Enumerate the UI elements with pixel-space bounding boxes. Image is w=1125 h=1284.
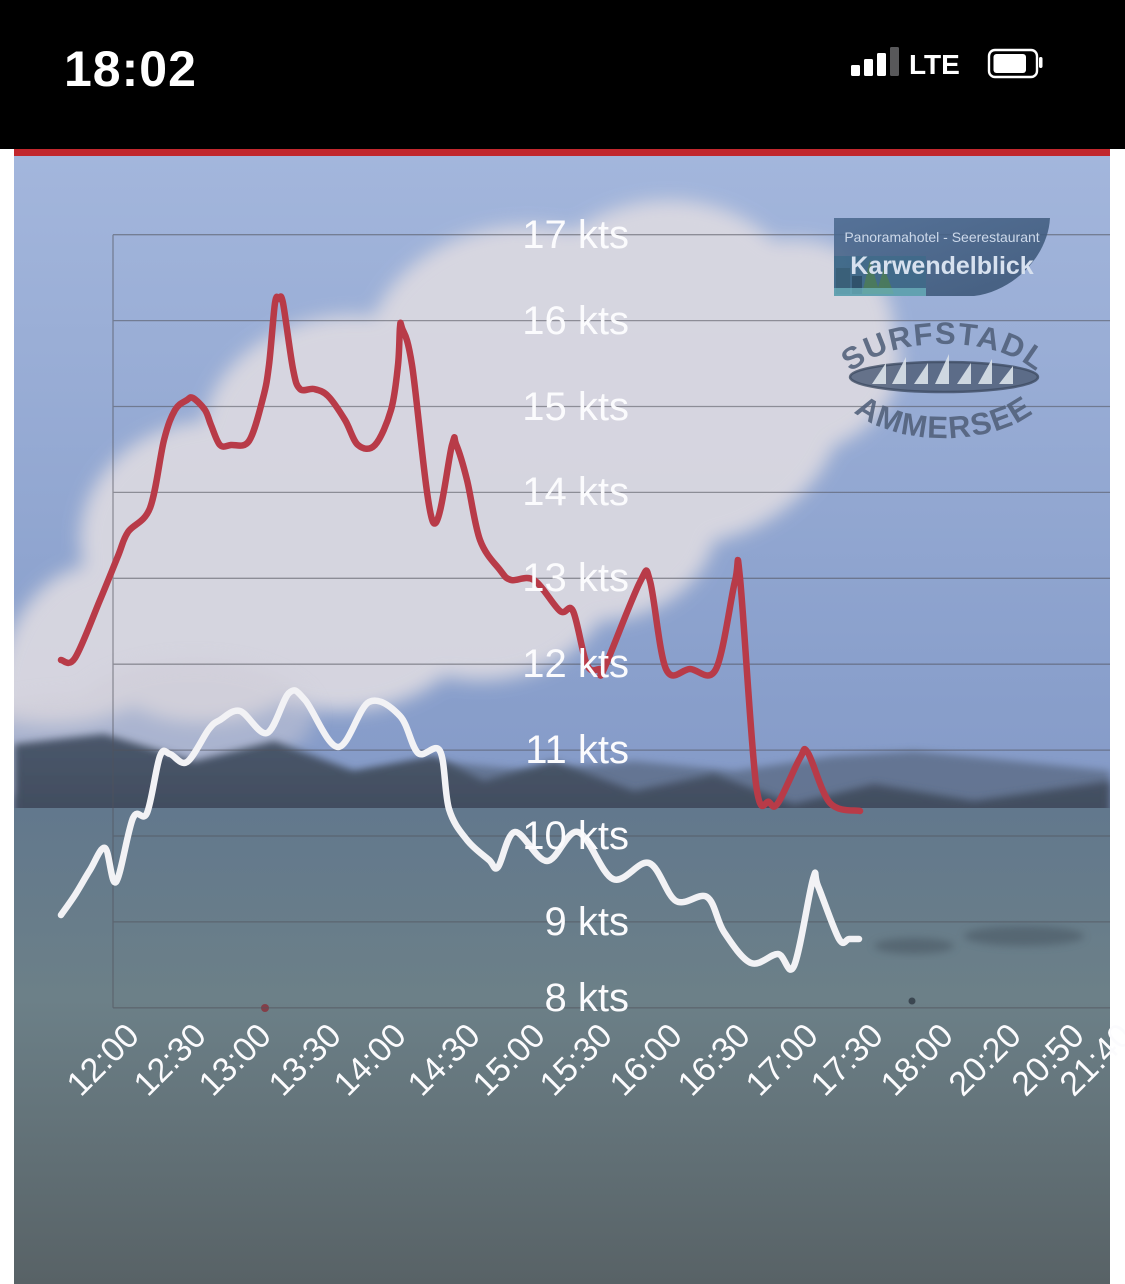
svg-text:AMMERSEE: AMMERSEE — [850, 389, 1039, 446]
svg-text:LTE: LTE — [909, 49, 960, 80]
svg-text:Karwendelblick: Karwendelblick — [850, 252, 1033, 280]
svg-text:Panoramahotel - Seerestaurant: Panoramahotel - Seerestaurant — [844, 229, 1039, 245]
